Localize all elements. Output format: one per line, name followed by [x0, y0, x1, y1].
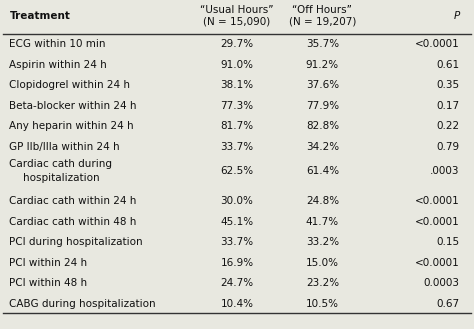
Text: 45.1%: 45.1%: [220, 217, 254, 227]
Text: Cardiac cath within 48 h: Cardiac cath within 48 h: [9, 217, 137, 227]
Text: <0.0001: <0.0001: [415, 196, 460, 206]
Text: CABG during hospitalization: CABG during hospitalization: [9, 299, 156, 309]
Text: 29.7%: 29.7%: [220, 39, 254, 49]
Text: PCI within 24 h: PCI within 24 h: [9, 258, 88, 268]
Text: 62.5%: 62.5%: [220, 165, 254, 176]
Text: 0.15: 0.15: [437, 237, 460, 247]
Text: 91.0%: 91.0%: [220, 60, 254, 70]
Text: 37.6%: 37.6%: [306, 80, 339, 90]
Text: hospitalization: hospitalization: [24, 173, 100, 183]
Text: Clopidogrel within 24 h: Clopidogrel within 24 h: [9, 80, 130, 90]
Text: 0.79: 0.79: [437, 142, 460, 152]
Text: PCI during hospitalization: PCI during hospitalization: [9, 237, 143, 247]
Text: 0.0003: 0.0003: [424, 278, 460, 288]
Text: Cardiac cath during: Cardiac cath during: [9, 160, 112, 169]
Text: 38.1%: 38.1%: [220, 80, 254, 90]
Text: .0003: .0003: [430, 165, 460, 176]
Text: 77.9%: 77.9%: [306, 101, 339, 111]
Text: 81.7%: 81.7%: [220, 121, 254, 131]
Text: “Usual Hours”: “Usual Hours”: [200, 5, 274, 15]
Text: 24.8%: 24.8%: [306, 196, 339, 206]
Text: PCI within 48 h: PCI within 48 h: [9, 278, 88, 288]
Text: Cardiac cath within 24 h: Cardiac cath within 24 h: [9, 196, 137, 206]
Text: <0.0001: <0.0001: [415, 217, 460, 227]
Text: (N = 15,090): (N = 15,090): [203, 17, 271, 27]
Text: Any heparin within 24 h: Any heparin within 24 h: [9, 121, 134, 131]
Text: (N = 19,207): (N = 19,207): [289, 17, 356, 27]
Text: <0.0001: <0.0001: [415, 39, 460, 49]
Text: 10.4%: 10.4%: [220, 299, 254, 309]
Text: 35.7%: 35.7%: [306, 39, 339, 49]
Text: “Off Hours”: “Off Hours”: [292, 5, 352, 15]
Text: GP IIb/IIIa within 24 h: GP IIb/IIIa within 24 h: [9, 142, 120, 152]
Text: 23.2%: 23.2%: [306, 278, 339, 288]
Text: 41.7%: 41.7%: [306, 217, 339, 227]
Text: 33.7%: 33.7%: [220, 142, 254, 152]
Text: 61.4%: 61.4%: [306, 165, 339, 176]
Text: 10.5%: 10.5%: [306, 299, 339, 309]
Text: 15.0%: 15.0%: [306, 258, 339, 268]
Text: ECG within 10 min: ECG within 10 min: [9, 39, 106, 49]
Text: Treatment: Treatment: [9, 11, 70, 21]
Text: 16.9%: 16.9%: [220, 258, 254, 268]
Text: 34.2%: 34.2%: [306, 142, 339, 152]
Text: 82.8%: 82.8%: [306, 121, 339, 131]
Text: 33.2%: 33.2%: [306, 237, 339, 247]
Text: 0.67: 0.67: [437, 299, 460, 309]
Text: 0.61: 0.61: [437, 60, 460, 70]
Text: Beta-blocker within 24 h: Beta-blocker within 24 h: [9, 101, 137, 111]
Text: <0.0001: <0.0001: [415, 258, 460, 268]
Text: 91.2%: 91.2%: [306, 60, 339, 70]
Text: 24.7%: 24.7%: [220, 278, 254, 288]
Text: 33.7%: 33.7%: [220, 237, 254, 247]
Text: P: P: [454, 11, 460, 21]
Text: 77.3%: 77.3%: [220, 101, 254, 111]
Text: Aspirin within 24 h: Aspirin within 24 h: [9, 60, 107, 70]
Text: 0.17: 0.17: [437, 101, 460, 111]
Text: 30.0%: 30.0%: [220, 196, 254, 206]
Text: 0.35: 0.35: [437, 80, 460, 90]
Text: 0.22: 0.22: [437, 121, 460, 131]
